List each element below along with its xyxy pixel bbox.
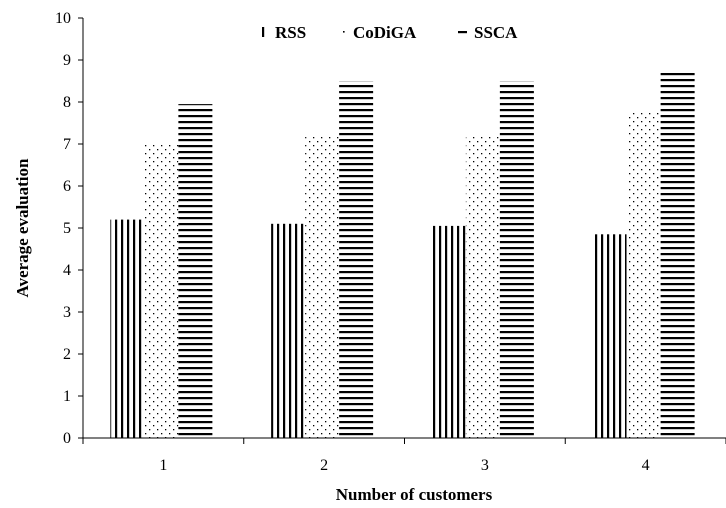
bar-codiga-2 [305,135,340,438]
y-tick-label: 6 [63,178,71,195]
y-tick-label: 9 [63,52,71,69]
y-tick-label: 3 [63,304,71,321]
x-axis-title: Number of customers [336,485,493,504]
plot-area: 0 1 2 3 4 5 6 7 8 9 10 1 2 3 4 [55,10,726,474]
bar-codiga-4 [626,112,661,438]
y-tick-label: 5 [63,220,71,237]
legend-marker-ssca [458,31,467,34]
legend-marker-rss [262,27,265,37]
y-tick-label: 0 [63,430,71,447]
x-tick-label: 4 [642,457,650,474]
y-tick-label: 4 [63,262,71,279]
y-tick-label: 10 [55,10,71,27]
legend-item-rss: RSS [262,23,306,42]
bar-ssca-1 [178,104,213,438]
legend-item-codiga: CoDiGA [343,23,417,42]
legend-label-ssca: SSCA [474,23,518,42]
bar-rss-3 [431,225,466,438]
legend-marker-codiga [343,31,345,33]
bar-rss-4 [592,234,627,438]
bar-codiga-1 [144,144,179,438]
legend-item-ssca: SSCA [458,23,518,42]
x-tick-label: 2 [320,457,328,474]
legend: RSS CoDiGA SSCA [262,23,518,42]
bar-codiga-3 [465,135,500,438]
bar-ssca-2 [339,81,374,438]
y-tick-label: 2 [63,346,71,363]
y-axis-title: Average evaluation [13,158,32,298]
y-tick-label: 7 [63,136,71,153]
x-tick-label: 1 [159,457,167,474]
legend-label-codiga: CoDiGA [353,23,417,42]
bar-rss-2 [271,223,306,438]
bar-ssca-4 [660,72,695,438]
x-tick-label: 3 [481,457,489,474]
y-tick-label: 1 [63,388,71,405]
bar-ssca-3 [499,81,534,438]
legend-label-rss: RSS [275,23,306,42]
bar-rss-1 [110,219,145,438]
y-tick-label: 8 [63,94,71,111]
